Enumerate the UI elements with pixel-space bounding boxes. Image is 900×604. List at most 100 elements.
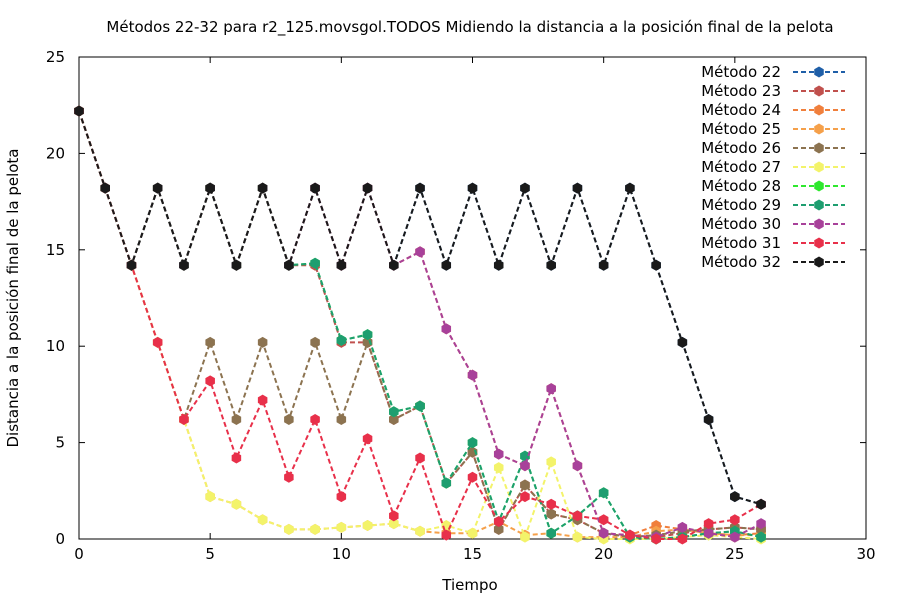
- data-point: [546, 498, 556, 510]
- legend-label: Método 27: [701, 158, 781, 176]
- data-point: [362, 329, 373, 341]
- data-point: [546, 259, 556, 271]
- legend-label: Método 22: [701, 63, 781, 81]
- data-point: [572, 182, 583, 194]
- legend-swatch-marker: [814, 218, 824, 230]
- data-point: [284, 259, 294, 271]
- data-point: [231, 452, 242, 464]
- data-point: [467, 471, 478, 483]
- data-point: [389, 518, 399, 530]
- data-point: [441, 477, 452, 489]
- y-tick-label: 0: [55, 530, 65, 548]
- data-point: [520, 182, 530, 194]
- series-2: [74, 105, 766, 543]
- chart-title: Métodos 22-32 para r2_125.movsgol.TODOS …: [106, 18, 833, 37]
- data-point: [598, 259, 609, 271]
- legend-label: Método 26: [701, 139, 781, 157]
- data-point: [625, 529, 635, 541]
- series-line: [78, 110, 762, 541]
- legend-entry: Método 31: [701, 234, 845, 252]
- legend-label: Método 28: [701, 177, 781, 195]
- series-line: [78, 110, 762, 539]
- data-point: [572, 460, 583, 472]
- data-point: [415, 400, 425, 412]
- data-point: [520, 531, 530, 543]
- data-point: [520, 491, 530, 503]
- legend-swatch-marker: [814, 85, 824, 97]
- data-point: [756, 518, 766, 530]
- data-point: [467, 527, 478, 539]
- data-point: [389, 406, 399, 418]
- data-point: [284, 471, 294, 483]
- data-point: [625, 182, 635, 194]
- data-point: [703, 518, 714, 530]
- y-tick-label: 10: [46, 337, 65, 355]
- data-point: [257, 514, 268, 526]
- data-point: [179, 259, 189, 271]
- legend-swatch-marker: [814, 123, 824, 135]
- data-point: [362, 520, 373, 531]
- legend-swatch-marker: [814, 237, 824, 249]
- data-point: [677, 533, 688, 545]
- data-point: [74, 105, 84, 117]
- data-point: [441, 323, 452, 335]
- data-point: [441, 529, 452, 541]
- data-point: [205, 375, 215, 387]
- data-point: [389, 510, 399, 522]
- legend-entry: Método 28: [701, 177, 845, 195]
- data-point: [284, 523, 294, 535]
- y-tick-label: 25: [46, 48, 65, 66]
- data-point: [730, 491, 740, 503]
- legend-entry: Método 29: [701, 196, 845, 214]
- y-tick-label: 20: [46, 144, 65, 162]
- axis-ticks: 0 5 10 15 20 25 30 0 5 10 15 20 25: [46, 48, 876, 563]
- series-line: [78, 110, 762, 537]
- x-tick-label: 30: [856, 545, 875, 563]
- series-5: [74, 105, 766, 543]
- data-point: [546, 527, 556, 539]
- data-point: [493, 259, 504, 271]
- data-point: [389, 413, 399, 425]
- legend-label: Método 23: [701, 82, 781, 100]
- data-point: [310, 336, 320, 348]
- series-layer: [74, 105, 766, 545]
- series-3: [74, 105, 766, 541]
- series-11: [74, 105, 766, 510]
- data-point: [205, 336, 215, 348]
- data-point: [231, 413, 242, 425]
- data-point: [493, 462, 504, 474]
- data-point: [310, 257, 320, 269]
- legend-label: Método 24: [701, 101, 781, 119]
- y-tick-label: 15: [46, 241, 65, 259]
- y-axis-label: Distancia a la posición final de la pelo…: [4, 148, 22, 447]
- data-point: [231, 498, 242, 510]
- x-tick-label: 25: [725, 545, 744, 563]
- legend-swatch-marker: [814, 199, 824, 211]
- data-point: [152, 182, 163, 194]
- legend-label: Método 30: [701, 215, 781, 233]
- series-7: [74, 105, 766, 545]
- data-point: [756, 531, 766, 543]
- data-point: [546, 456, 556, 468]
- data-point: [520, 450, 530, 462]
- series-line: [78, 110, 762, 540]
- legend-label: Método 32: [701, 253, 781, 271]
- data-point: [677, 521, 688, 533]
- x-tick-label: 20: [594, 545, 613, 563]
- legend-entry: Método 22: [701, 63, 845, 81]
- data-point: [257, 394, 268, 406]
- data-point: [493, 523, 504, 535]
- data-point: [257, 336, 268, 348]
- series-line: [78, 110, 762, 541]
- data-point: [100, 182, 110, 194]
- series-8: [74, 105, 766, 545]
- data-point: [336, 413, 347, 425]
- data-point: [756, 498, 766, 510]
- series-1: [74, 105, 766, 510]
- data-point: [152, 336, 163, 348]
- legend-label: Método 31: [701, 234, 781, 252]
- series-line: [78, 110, 762, 540]
- y-tick-label: 5: [55, 434, 65, 452]
- data-point: [598, 487, 609, 499]
